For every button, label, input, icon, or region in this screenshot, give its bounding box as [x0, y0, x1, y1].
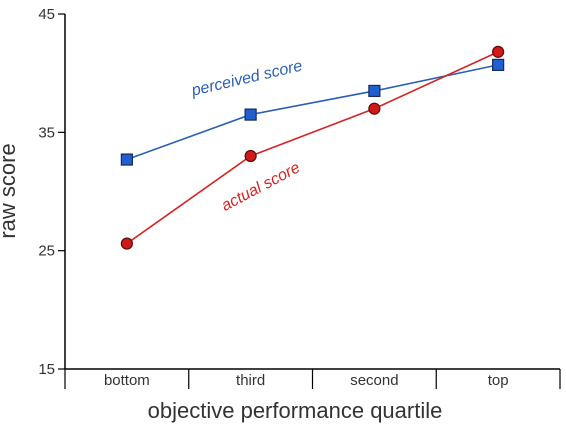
- x-axis-label: objective performance quartile: [148, 398, 443, 423]
- data-point: [492, 58, 505, 71]
- data-point: [368, 102, 381, 115]
- y-tick-label: 15: [38, 361, 55, 378]
- x-tick-label: bottom: [104, 372, 150, 389]
- series-line: [126, 51, 499, 245]
- y-tick-label: 45: [38, 6, 55, 23]
- y-tick-label: 35: [38, 124, 55, 141]
- data-point: [244, 108, 257, 121]
- data-point: [120, 237, 133, 250]
- y-tick-label: 25: [38, 243, 55, 260]
- series-line: [126, 64, 499, 161]
- axes: 15 25 35 45 bottom third second top: [38, 6, 561, 389]
- data-point: [120, 153, 133, 166]
- chart-marks: perceived score actual score: [120, 45, 505, 250]
- y-axis-label: raw score: [0, 143, 20, 238]
- data-point: [492, 45, 505, 58]
- data-point: [368, 84, 381, 98]
- x-tick-label: second: [350, 372, 398, 389]
- x-tick-label: top: [488, 372, 509, 389]
- series-label: perceived score: [189, 58, 304, 100]
- x-tick-label: third: [236, 372, 265, 389]
- data-point: [244, 149, 257, 163]
- series-label: actual score: [219, 159, 303, 215]
